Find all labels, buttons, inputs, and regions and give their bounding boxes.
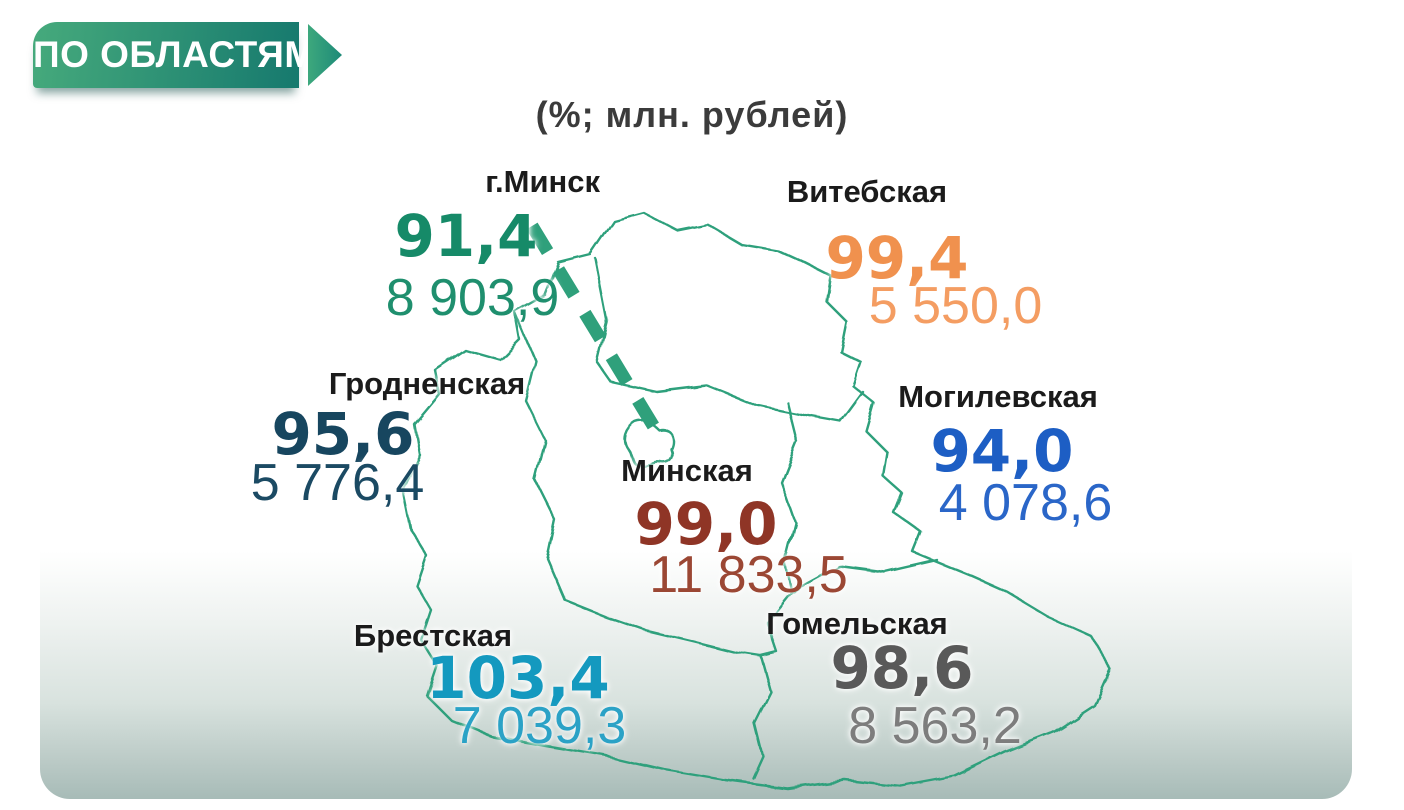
region-percent: 94,0 [930,417,1074,485]
region-amount: 11 833,5 [649,546,848,604]
region-name: Могилевская [898,379,1098,414]
border-minsk-brest [563,598,763,658]
region-amount: 5 776,4 [250,454,425,512]
border-grodno-minsk [513,310,567,602]
region-percent: 103,4 [426,644,610,712]
border-gomel-north [789,558,939,594]
region-amount: 5 550,0 [868,277,1043,335]
region-percent: 99,0 [634,490,778,558]
region-name: Гродненская [328,366,526,401]
region-name: Брестская [353,618,513,653]
region-name: г.Минск [485,164,600,199]
region-amount: 4 078,6 [938,474,1113,532]
region-percent: 91,4 [394,202,538,270]
border-mogilev-minsk [779,400,799,594]
country-outline [401,210,1113,790]
background-panel [40,0,1352,799]
region-amount: 8 903,9 [385,269,560,327]
section-badge-label: ПО ОБЛАСТЯМ [33,34,316,75]
region-name: Гомельская [766,606,948,641]
minsk-callout-dashed-line [526,222,663,436]
region-percent: 99,4 [825,224,969,292]
units-title: (%; млн. рублей) [535,94,849,135]
belarus-map [401,210,1113,790]
region-name: Минская [621,453,753,488]
region-name: Витебская [786,174,948,209]
border-gomel-west [751,590,793,780]
section-badge: ПО ОБЛАСТЯМ [33,22,315,88]
minsk-city-outline [623,419,675,468]
region-percent: 95,6 [271,400,415,468]
region-percent: 98,6 [830,634,974,702]
border-vitebsk-south [593,256,865,424]
region-amount: 8 563,2 [848,697,1022,755]
region-amount: 7 039,3 [452,697,627,755]
arrow-right-icon [308,24,342,86]
